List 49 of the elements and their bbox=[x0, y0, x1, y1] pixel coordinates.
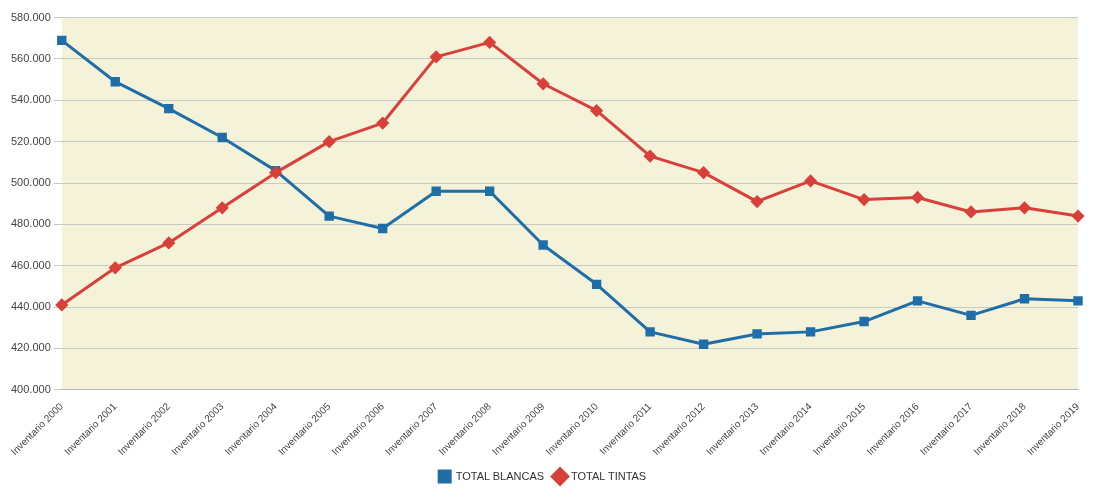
legend-label: TOTAL TINTAS bbox=[571, 469, 647, 482]
point bbox=[109, 261, 122, 274]
point bbox=[911, 191, 924, 204]
y-tick-label: 520.000 bbox=[11, 134, 51, 147]
y-tick-label: 440.000 bbox=[11, 300, 51, 313]
point bbox=[966, 310, 976, 321]
point bbox=[378, 223, 388, 234]
point bbox=[752, 329, 762, 339]
y-tick-label: 400.000 bbox=[11, 382, 51, 395]
point bbox=[57, 35, 67, 46]
y-tick-label: 560.000 bbox=[11, 51, 51, 64]
point bbox=[538, 240, 548, 250]
point bbox=[1072, 210, 1084, 223]
y-tick-label: 540.000 bbox=[11, 93, 51, 106]
point bbox=[110, 77, 120, 87]
point bbox=[644, 150, 657, 163]
legend-label: TOTAL BLANCAS bbox=[455, 469, 545, 482]
y-tick-label: 580.000 bbox=[11, 10, 51, 23]
point bbox=[645, 327, 655, 337]
point bbox=[430, 50, 443, 63]
point bbox=[965, 205, 978, 218]
point bbox=[164, 103, 174, 114]
point bbox=[537, 77, 550, 90]
point bbox=[805, 327, 816, 337]
point bbox=[591, 279, 602, 289]
point bbox=[431, 186, 441, 196]
point bbox=[1018, 201, 1031, 214]
point bbox=[590, 104, 603, 117]
point bbox=[859, 316, 869, 327]
point bbox=[323, 135, 336, 148]
point bbox=[1019, 294, 1030, 304]
point bbox=[804, 174, 817, 187]
y-tick-label: 480.000 bbox=[11, 217, 51, 230]
y-tick-label: 500.000 bbox=[11, 176, 51, 189]
y-tick-label: 420.000 bbox=[11, 341, 51, 354]
point bbox=[324, 211, 334, 221]
point bbox=[1073, 296, 1083, 306]
point bbox=[858, 193, 871, 206]
y-tick-label: 460.000 bbox=[11, 258, 51, 271]
point bbox=[698, 339, 709, 349]
point bbox=[484, 186, 495, 196]
point bbox=[751, 195, 764, 208]
point bbox=[483, 36, 496, 49]
point bbox=[162, 236, 175, 249]
point bbox=[912, 296, 923, 306]
point bbox=[697, 166, 710, 179]
point bbox=[217, 132, 227, 143]
point bbox=[376, 117, 389, 130]
point bbox=[216, 201, 229, 214]
